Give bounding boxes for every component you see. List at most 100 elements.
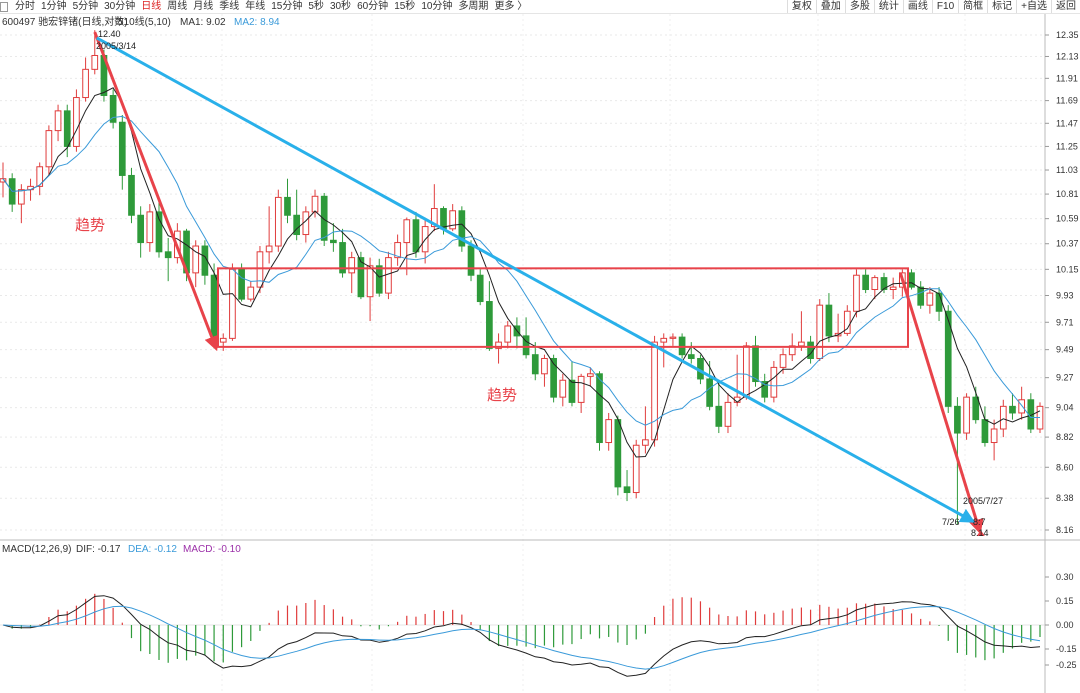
period-tab[interactable]: 30秒 [329, 1, 352, 12]
candle [1018, 386, 1025, 420]
candle [706, 361, 713, 411]
candle-body-up [495, 341, 502, 349]
candle [238, 263, 245, 302]
candle [311, 189, 319, 218]
candle [687, 342, 695, 364]
period-tab[interactable]: 5秒 [308, 1, 324, 12]
candle [761, 373, 769, 403]
candle-body-up [449, 210, 457, 230]
period-tab[interactable]: 60分钟 [357, 1, 389, 12]
price-tick-label: 9.93 [1056, 291, 1074, 301]
tool-button[interactable]: 返回 [1051, 0, 1080, 13]
candle-body-down [137, 214, 144, 244]
panel-toggle-icon[interactable] [0, 1, 8, 12]
candle-body-down [330, 239, 337, 244]
candle-body-up [348, 257, 356, 274]
tool-button[interactable]: 统计 [873, 0, 903, 13]
candle-body-up [660, 337, 668, 343]
candle [0, 162, 7, 198]
tool-button[interactable]: 画线 [902, 0, 932, 13]
candle-body-down [687, 354, 695, 359]
period-tab[interactable]: 15分钟 [271, 1, 303, 12]
candle [853, 269, 860, 318]
candle-body-down [109, 95, 117, 123]
period-tab[interactable]: 15秒 [394, 1, 416, 12]
price-tick-label: 8.38 [1056, 493, 1074, 503]
candle-body-up [256, 251, 264, 288]
candle-body-down [550, 357, 557, 398]
candle-body-up [788, 345, 796, 356]
low-value-label: 8.14 [971, 528, 989, 538]
price-tick-label: 10.15 [1056, 264, 1079, 274]
candle-body-down [862, 274, 869, 291]
tool-button[interactable]: F10 [931, 0, 958, 13]
price-tick-label: 11.69 [1056, 96, 1078, 106]
candle [219, 333, 227, 351]
candle-body-up [18, 189, 25, 205]
price-tick-label: 8.82 [1056, 432, 1074, 442]
candle [256, 246, 264, 294]
tool-button[interactable]: 多股 [844, 0, 874, 13]
macd-tick-label: 0.15 [1056, 596, 1074, 606]
candle-body-up [816, 304, 824, 359]
tool-button[interactable]: 简框 [958, 0, 987, 13]
candle [742, 342, 750, 400]
stock-title: 600497 驰宏锌锗(日线,对数) [2, 15, 128, 28]
period-tab[interactable]: 年线 [245, 1, 266, 12]
candle-body-up [926, 292, 934, 306]
consolidation-box [217, 267, 909, 348]
period-tab[interactable]: 分时 [15, 1, 35, 12]
candle [669, 333, 677, 346]
candle-body-down [752, 345, 759, 383]
price-tick-label: 11.91 [1056, 73, 1078, 83]
candle [834, 313, 842, 343]
period-tabs: 分时 1分钟 5分钟 30分钟 日线 周线 月线 季线 年线 15分钟 5秒 30秒 60分钟 15秒 10… [0, 0, 530, 13]
period-tab[interactable]: 更多 〉 [494, 1, 528, 12]
candle [385, 251, 392, 300]
candle-body-up [770, 366, 778, 398]
candle-body-up [889, 286, 897, 291]
candle [605, 412, 613, 451]
tool-button[interactable]: 标记 [987, 0, 1016, 13]
candle-body-up [385, 257, 392, 294]
period-tab[interactable]: 30分钟 [104, 1, 136, 12]
candle-body-down [954, 405, 961, 434]
candle-body-up [541, 357, 548, 375]
candle-body-up [871, 277, 879, 291]
candle-body-up [82, 68, 89, 99]
candle [770, 361, 778, 403]
candle-body-up [192, 245, 200, 274]
candle-body-up [559, 379, 567, 398]
price-tick-label: 11.03 [1056, 165, 1078, 175]
candle [614, 415, 622, 496]
tool-button[interactable]: +自选 [1016, 0, 1051, 13]
period-tab[interactable]: 10分钟 [421, 1, 453, 12]
candle-body-down [568, 379, 576, 403]
candle [586, 367, 594, 387]
candle [724, 393, 732, 434]
price-tick-label: 8.60 [1056, 462, 1074, 472]
candle-body-down [118, 121, 126, 176]
tool-button[interactable]: 叠加 [815, 0, 845, 13]
candle-body-up [311, 195, 319, 213]
date-726-label: 7/26 [942, 517, 960, 527]
candle-body-up [963, 396, 970, 434]
candle [715, 380, 723, 434]
candle [522, 317, 530, 359]
candle-body-down [440, 208, 447, 230]
period-tab[interactable]: 1分钟 [41, 1, 67, 12]
period-tab[interactable]: 日线 [141, 1, 162, 12]
period-tab[interactable]: 5分钟 [72, 1, 99, 12]
period-tab[interactable]: 周线 [167, 1, 188, 12]
candle [550, 354, 557, 403]
period-tab[interactable]: 季线 [219, 1, 240, 12]
candle [476, 269, 484, 306]
candle [963, 393, 970, 440]
candle [541, 354, 548, 387]
candle-body-up [632, 444, 640, 494]
period-tab[interactable]: 月线 [193, 1, 214, 12]
tool-button[interactable]: 复权 [786, 0, 816, 13]
candle [504, 321, 512, 349]
period-tab[interactable]: 多周期 [458, 1, 489, 12]
ma2-legend: MA2: 8.94 [234, 17, 280, 28]
